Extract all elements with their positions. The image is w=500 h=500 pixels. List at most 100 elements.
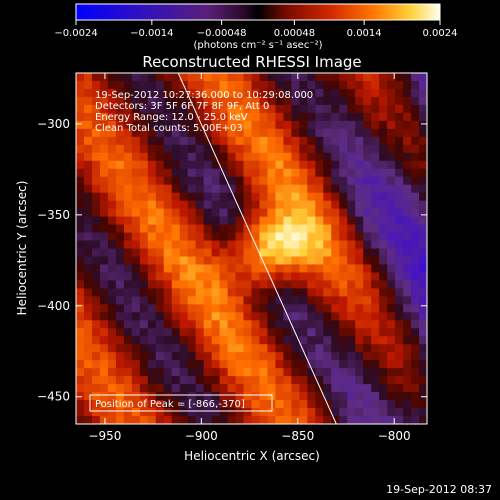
heatmap-cell bbox=[211, 312, 221, 321]
heatmap-cell bbox=[395, 80, 404, 90]
heatmap-cell bbox=[83, 216, 93, 226]
heatmap-cell bbox=[251, 384, 261, 393]
heatmap-cell bbox=[315, 80, 324, 90]
heatmap-cell bbox=[403, 400, 412, 409]
heatmap-cell bbox=[76, 264, 85, 274]
heatmap-cell bbox=[331, 368, 340, 377]
heatmap-cell bbox=[379, 304, 388, 313]
heatmap-cell bbox=[347, 200, 356, 210]
heatmap-cell bbox=[259, 384, 269, 393]
heatmap-cell bbox=[131, 240, 141, 250]
heatmap-cell bbox=[76, 88, 85, 98]
heatmap-cell bbox=[347, 416, 356, 424]
heatmap-cell bbox=[339, 152, 348, 162]
heatmap-cell bbox=[139, 272, 149, 282]
heatmap-cell bbox=[91, 160, 101, 170]
heatmap-cell bbox=[259, 200, 269, 210]
heatmap-cell bbox=[251, 400, 261, 409]
heatmap-cell bbox=[235, 360, 245, 369]
heatmap-cell bbox=[235, 272, 245, 282]
heatmap-cell bbox=[243, 232, 253, 242]
heatmap-cell bbox=[307, 320, 316, 329]
heatmap-cell bbox=[315, 288, 324, 297]
heatmap-cell bbox=[123, 312, 133, 321]
heatmap-cell bbox=[203, 152, 213, 162]
heatmap-cell bbox=[275, 264, 285, 274]
heatmap-cell bbox=[283, 80, 292, 90]
heatmap-cell bbox=[331, 384, 340, 393]
heatmap-cell bbox=[179, 416, 189, 424]
heatmap-cell bbox=[131, 152, 141, 162]
heatmap-cell bbox=[163, 408, 173, 417]
heatmap-cell bbox=[131, 192, 141, 202]
heatmap-cell bbox=[83, 248, 93, 258]
heatmap-cell bbox=[115, 248, 125, 258]
heatmap-cell bbox=[219, 96, 229, 106]
heatmap-cell bbox=[211, 344, 221, 353]
heatmap-cell bbox=[171, 272, 181, 282]
heatmap-cell bbox=[235, 312, 245, 321]
heatmap-cell bbox=[315, 336, 324, 345]
heatmap-cell bbox=[155, 408, 165, 417]
heatmap-cell bbox=[163, 80, 173, 90]
heatmap-cell bbox=[275, 232, 285, 242]
heatmap-cell bbox=[107, 352, 117, 361]
heatmap-cell bbox=[299, 296, 308, 305]
heatmap-cell bbox=[107, 384, 117, 393]
heatmap-cell bbox=[371, 96, 380, 106]
heatmap-cell bbox=[163, 328, 173, 337]
heatmap-cell bbox=[371, 224, 380, 234]
heatmap-cell bbox=[91, 88, 101, 98]
heatmap-cell bbox=[123, 336, 133, 345]
heatmap-cell bbox=[411, 408, 420, 417]
heatmap-cell bbox=[331, 400, 340, 409]
heatmap-cell bbox=[307, 280, 316, 289]
heatmap-cell bbox=[227, 73, 237, 82]
heatmap-cell bbox=[179, 168, 189, 178]
heatmap-cell bbox=[91, 224, 101, 234]
heatmap-cell bbox=[419, 88, 427, 98]
heatmap-cell bbox=[411, 112, 420, 122]
heatmap-cell bbox=[219, 176, 229, 186]
heatmap-cell bbox=[379, 264, 388, 274]
heatmap-cell bbox=[323, 128, 332, 138]
heatmap-cell bbox=[91, 400, 101, 409]
heatmap-cell bbox=[299, 352, 308, 361]
heatmap-cell bbox=[195, 73, 205, 82]
heatmap-cell bbox=[139, 280, 149, 289]
heatmap-cell bbox=[243, 256, 253, 266]
heatmap-cell bbox=[259, 128, 269, 138]
heatmap-cell bbox=[395, 344, 404, 353]
heatmap-cell bbox=[123, 120, 133, 130]
heatmap-cell bbox=[155, 73, 165, 82]
heatmap-cell bbox=[323, 176, 332, 186]
heatmap-cell bbox=[267, 368, 277, 377]
heatmap-cell bbox=[267, 73, 277, 82]
heatmap-cell bbox=[291, 304, 300, 313]
heatmap-cell bbox=[395, 128, 404, 138]
heatmap-cell bbox=[76, 112, 85, 122]
heatmap-cell bbox=[379, 320, 388, 329]
heatmap-cell bbox=[299, 368, 308, 377]
heatmap-cell bbox=[99, 344, 109, 353]
heatmap-cell bbox=[355, 232, 364, 242]
heatmap-cell bbox=[219, 272, 229, 282]
heatmap-cell bbox=[179, 408, 189, 417]
heatmap-cell bbox=[371, 376, 380, 385]
heatmap-cell bbox=[179, 344, 189, 353]
heatmap-cell bbox=[339, 240, 348, 250]
heatmap-cell bbox=[355, 176, 364, 186]
heatmap-cell bbox=[347, 96, 356, 106]
heatmap-cell bbox=[139, 208, 149, 218]
heatmap-cell bbox=[347, 152, 356, 162]
heatmap-cell bbox=[187, 192, 197, 202]
heatmap-cell bbox=[379, 376, 388, 385]
heatmap-cell bbox=[115, 280, 125, 289]
heatmap-cell bbox=[331, 240, 340, 250]
heatmap-cell bbox=[155, 312, 165, 321]
heatmap-cell bbox=[283, 144, 292, 154]
heatmap-cell bbox=[299, 240, 308, 250]
heatmap-cell bbox=[387, 368, 396, 377]
heatmap-cell bbox=[171, 256, 181, 266]
heatmap-cell bbox=[379, 73, 388, 82]
